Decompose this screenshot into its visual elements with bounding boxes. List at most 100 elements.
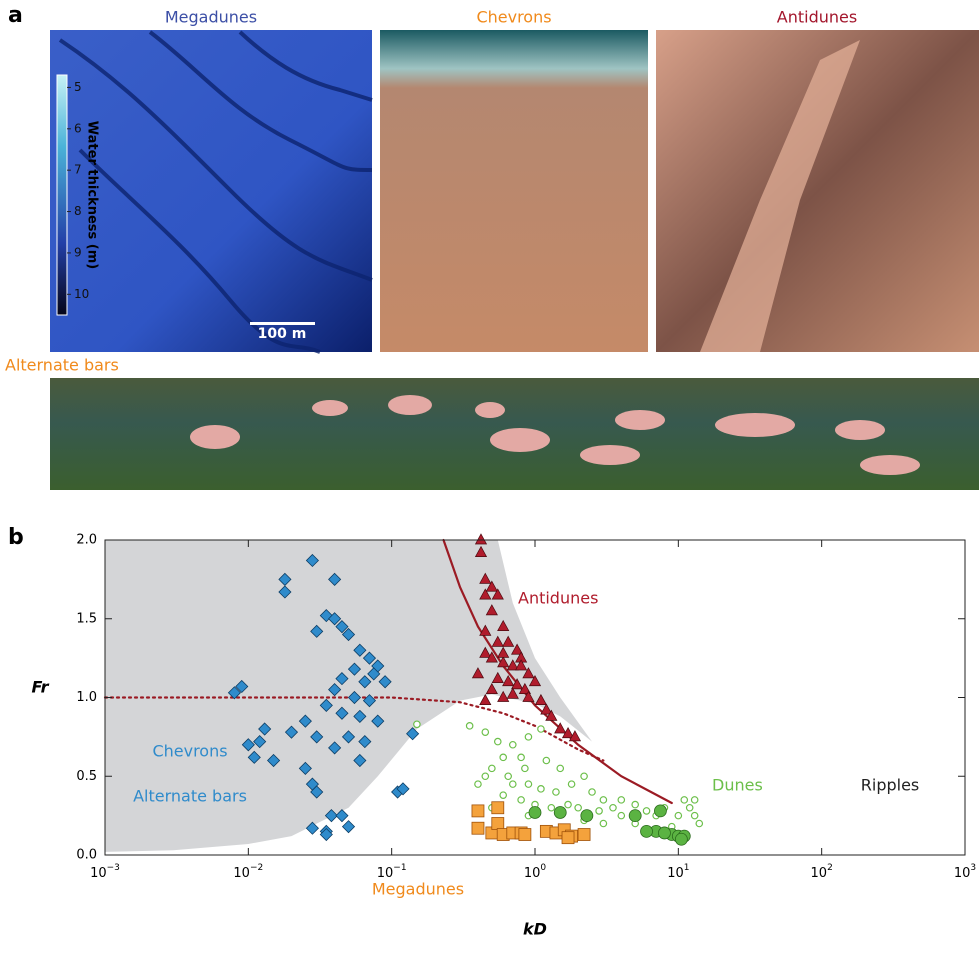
diamond-point bbox=[347, 690, 362, 705]
y-tick-label: 1.5 bbox=[76, 611, 97, 626]
scale-bar-label: 100 m bbox=[258, 326, 307, 342]
open-circle-point bbox=[695, 819, 704, 828]
open-circle-point bbox=[680, 796, 689, 804]
circle-point bbox=[553, 806, 567, 819]
open-circle-point bbox=[474, 780, 482, 788]
diamond-point bbox=[310, 785, 324, 799]
open-circle-point bbox=[481, 772, 490, 781]
diamond-point bbox=[335, 706, 349, 720]
diamond-point bbox=[319, 827, 333, 842]
diamond-point bbox=[310, 730, 324, 744]
diamond-point bbox=[406, 727, 420, 741]
diamond-point bbox=[253, 735, 267, 749]
x-tick-label: 103 bbox=[954, 863, 976, 881]
open-circle-point bbox=[690, 811, 699, 820]
antidune-channel bbox=[700, 40, 860, 352]
diamond-point bbox=[367, 667, 381, 681]
open-circle-point bbox=[508, 740, 517, 749]
diamond-point bbox=[305, 821, 319, 835]
triangle-point bbox=[491, 635, 504, 647]
triangle-point bbox=[485, 604, 498, 616]
colorbar-tick-label: 8 bbox=[74, 204, 82, 218]
x-tick-label: 10−2 bbox=[233, 863, 263, 881]
open-circle-point bbox=[524, 780, 533, 788]
x-tick-exponent: −1 bbox=[393, 863, 406, 873]
y-tick-label: 0.5 bbox=[76, 769, 97, 784]
x-tick-base: 10 bbox=[377, 866, 394, 881]
photo-title: Chevrons bbox=[476, 8, 551, 27]
diamond-point bbox=[328, 741, 342, 755]
diamond-point bbox=[341, 820, 356, 834]
x-tick-label: 10−3 bbox=[90, 863, 120, 881]
open-circle-point bbox=[599, 819, 608, 828]
diamond-point bbox=[358, 675, 372, 689]
open-circle-point bbox=[499, 791, 508, 799]
x-tick-exponent: 2 bbox=[827, 863, 833, 873]
colorbar bbox=[56, 74, 68, 316]
triangle-point bbox=[534, 693, 548, 706]
photo-title: Megadunes bbox=[165, 8, 257, 27]
annotation: Megadunes bbox=[372, 880, 464, 899]
triangle-point bbox=[479, 588, 492, 600]
open-circle-point bbox=[537, 785, 545, 793]
triangle-point bbox=[518, 682, 531, 694]
triangle-point bbox=[511, 643, 524, 655]
triangle-point bbox=[497, 656, 510, 668]
triangle-point bbox=[528, 675, 542, 687]
open-circle-point bbox=[617, 796, 626, 804]
triangle-point bbox=[491, 588, 504, 600]
triangle-point bbox=[506, 659, 519, 671]
diamond-point bbox=[328, 683, 342, 697]
triangle-point bbox=[491, 671, 504, 683]
diamond-point bbox=[284, 725, 299, 739]
square-point bbox=[491, 817, 505, 830]
circle-point bbox=[580, 809, 594, 823]
diamond-point bbox=[335, 809, 349, 823]
diamond-point bbox=[227, 686, 242, 700]
open-circle-point bbox=[542, 756, 551, 765]
x-tick-base: 10 bbox=[233, 866, 250, 881]
open-circle-point bbox=[488, 764, 496, 773]
square-point bbox=[577, 828, 591, 841]
diamond-point bbox=[362, 694, 377, 708]
triangle-point bbox=[502, 635, 515, 647]
open-circle-point bbox=[567, 780, 576, 788]
triangle-point bbox=[485, 682, 498, 694]
x-tick-label: 102 bbox=[811, 863, 833, 881]
open-circle-point bbox=[413, 720, 421, 729]
colorbar-tick-label: 10 bbox=[74, 287, 89, 301]
bar-patches bbox=[190, 395, 920, 475]
diamond-point bbox=[241, 738, 255, 752]
open-circle-point bbox=[595, 807, 603, 815]
open-circle-point bbox=[504, 772, 512, 781]
triangle-point bbox=[485, 580, 498, 592]
x-tick-label: 100 bbox=[524, 863, 547, 881]
open-circle-point bbox=[521, 764, 529, 773]
y-tick-label: 1.0 bbox=[76, 690, 97, 705]
open-circle-point bbox=[588, 788, 596, 796]
open-circle-point bbox=[685, 803, 694, 812]
y-axis-label: Fr bbox=[31, 678, 49, 697]
circle-point bbox=[654, 804, 667, 818]
y-tick-label: 2.0 bbox=[76, 533, 97, 548]
triangle-point bbox=[479, 646, 492, 658]
open-circle-point bbox=[508, 780, 517, 788]
triangle-point bbox=[471, 667, 485, 679]
annotation: Dunes bbox=[712, 776, 763, 795]
x-tick-exponent: 3 bbox=[970, 863, 976, 873]
x-tick-base: 10 bbox=[90, 866, 107, 881]
diamond-point bbox=[378, 675, 392, 689]
colorbar-tick-label: 6 bbox=[74, 121, 82, 135]
scale-bar bbox=[250, 322, 315, 325]
open-circle-point bbox=[465, 722, 474, 730]
diamond-point bbox=[298, 761, 312, 775]
x-tick-base: 10 bbox=[524, 866, 541, 881]
diamond-point bbox=[335, 672, 349, 686]
diamond-point bbox=[278, 585, 292, 599]
open-circle-point bbox=[580, 772, 588, 781]
panel-letter: a bbox=[8, 3, 23, 28]
diamond-point bbox=[319, 698, 333, 712]
photos bbox=[50, 30, 979, 490]
open-circle-point bbox=[609, 803, 617, 812]
